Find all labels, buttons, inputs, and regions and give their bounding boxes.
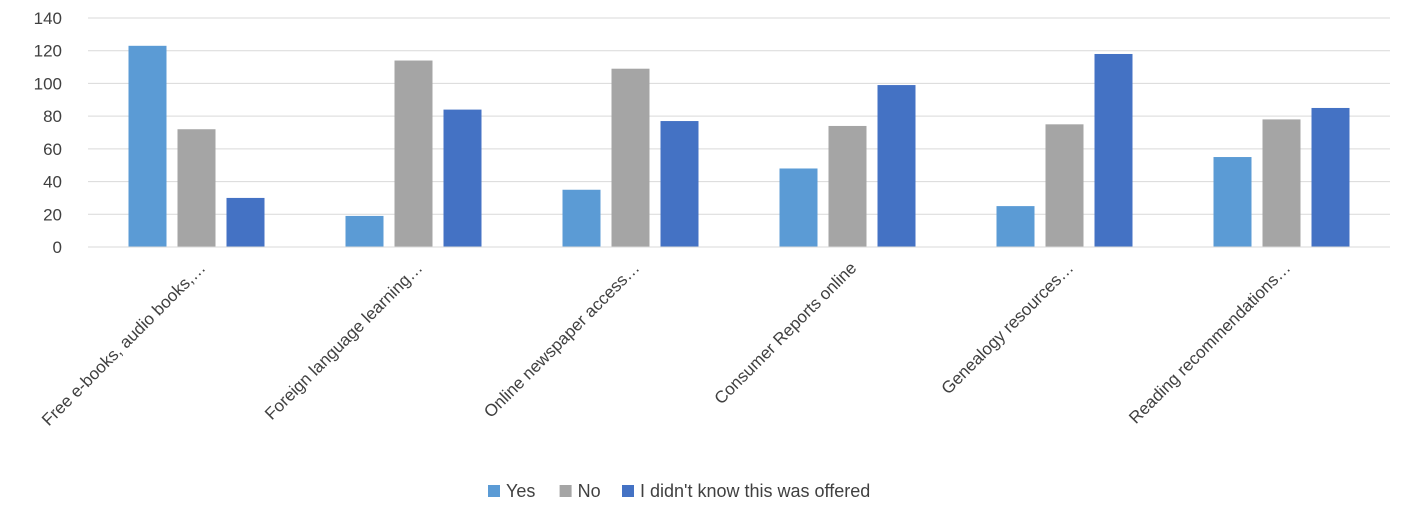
x-tick-label: Online newspaper access… (480, 258, 643, 421)
y-tick-label: 40 (43, 173, 62, 192)
legend-label: Yes (506, 481, 535, 501)
y-tick-label: 140 (34, 9, 62, 28)
x-tick-label: Free e-books, audio books,… (38, 258, 209, 429)
x-tick-label: Consumer Reports online (711, 258, 861, 408)
bar-no-5 (1262, 119, 1301, 247)
bar-yes-5 (1213, 157, 1252, 247)
x-tick-label: Genealogy resources… (938, 258, 1078, 398)
legend-swatch (559, 485, 572, 497)
bar-no-0 (177, 129, 216, 247)
y-tick-label: 0 (53, 238, 62, 257)
x-tick-label: Foreign language learning… (261, 258, 426, 423)
bar-yes-4 (996, 206, 1035, 247)
bar-no-4 (1045, 124, 1084, 247)
legend-label: No (578, 481, 601, 501)
legend-item-0: Yes (488, 481, 535, 501)
gridlines (88, 17, 1390, 215)
bar-yes-1 (345, 215, 384, 247)
legend: Yes No I didn't know this was offered (488, 481, 870, 501)
y-axis-ticks: 0 20 40 60 80 100 120 140 (34, 9, 62, 257)
legend-label: I didn't know this was offered (640, 481, 870, 501)
y-tick-label: 60 (43, 140, 62, 159)
bar-no-3 (828, 125, 867, 247)
bar-i-didn-t-know-this-was-offered-5 (1311, 107, 1350, 247)
bar-no-2 (611, 68, 650, 247)
y-tick-label: 80 (43, 107, 62, 126)
y-tick-label: 120 (34, 42, 62, 61)
x-tick-label: Reading recommendations… (1125, 258, 1294, 427)
bar-yes-2 (562, 189, 601, 247)
y-tick-label: 20 (43, 205, 62, 224)
bar-i-didn-t-know-this-was-offered-0 (226, 197, 265, 247)
legend-swatch (622, 485, 634, 497)
legend-item-1: No (559, 481, 601, 501)
x-axis-ticks: Free e-books, audio books,… Foreign langu… (38, 258, 1294, 429)
y-tick-label: 100 (34, 74, 62, 93)
bar-i-didn-t-know-this-was-offered-1 (443, 109, 482, 247)
bar-yes-0 (128, 45, 167, 247)
bar-i-didn-t-know-this-was-offered-3 (877, 85, 916, 247)
bar-no-1 (394, 60, 433, 248)
bars (128, 45, 1350, 248)
bar-i-didn-t-know-this-was-offered-4 (1094, 53, 1133, 247)
bar-i-didn-t-know-this-was-offered-2 (660, 121, 699, 247)
bar-yes-3 (779, 168, 818, 247)
legend-swatch (488, 485, 500, 497)
legend-item-2: I didn't know this was offered (622, 481, 870, 501)
